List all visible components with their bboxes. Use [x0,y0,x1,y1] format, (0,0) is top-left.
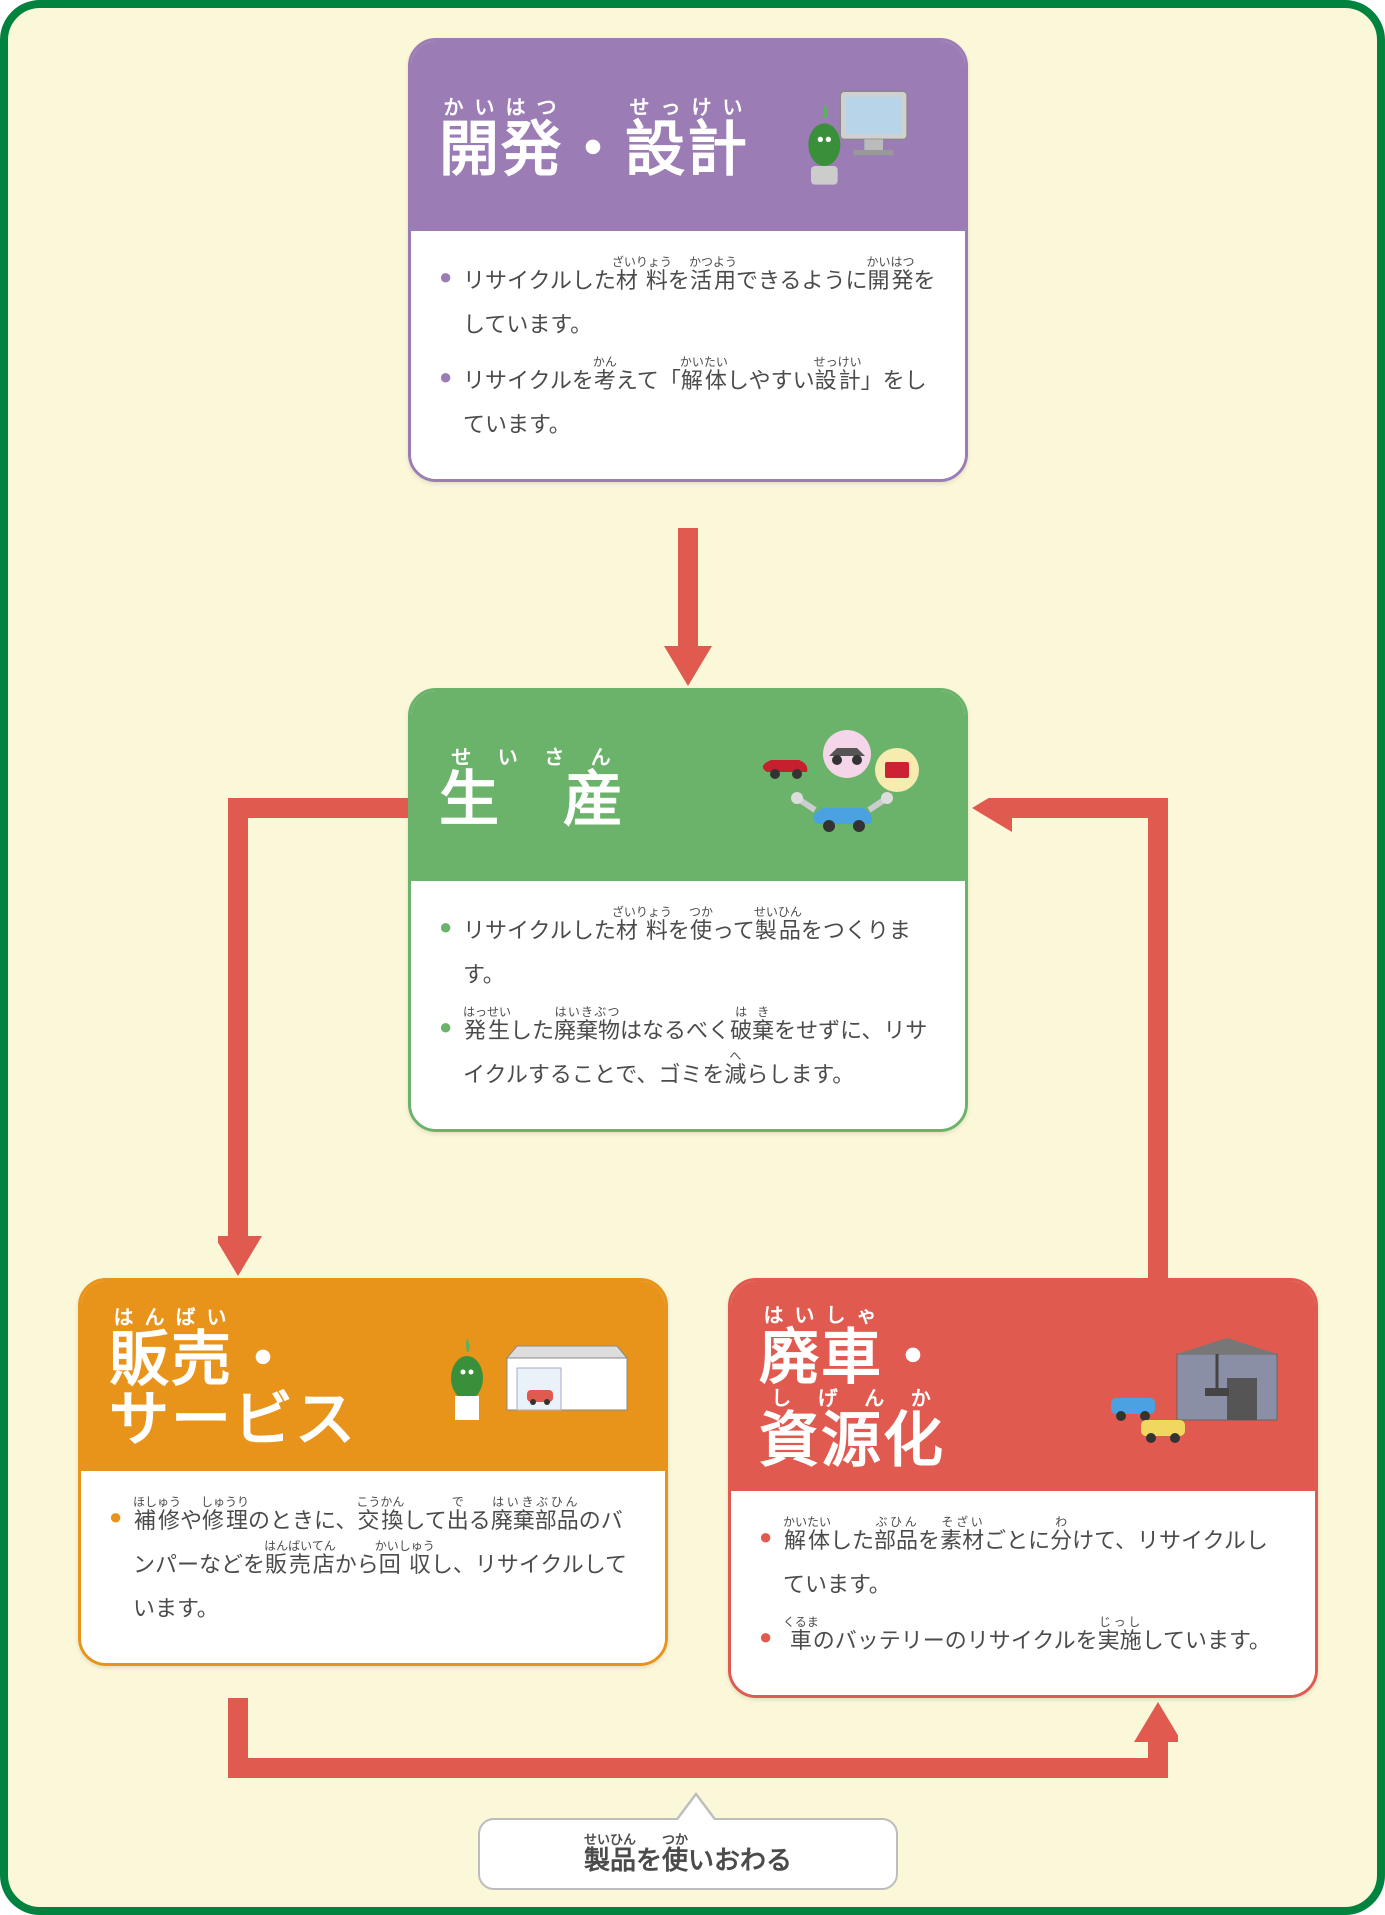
card-recycle-title-line2: 資源化しげんか [759,1388,1081,1471]
bullet: 補修ほしゅうや修理しゅうりのときに、交換こうかんして出でる廃棄部品はいきぶひんの… [109,1495,637,1631]
bullet: 車くるまのバッテリーのリサイクルを実施じっししています。 [759,1615,1287,1663]
arrow-prod-to-sales [218,798,418,1288]
card-recycle-title-line1: 廃車はいしゃ・ [759,1305,1081,1388]
bottom-label-text: 製品せいひんを使つかいおわる [584,1832,792,1877]
arrow-dev-to-prod [658,528,718,688]
card-sales: 販売はんばい・ サービス 補修ほしゅうや [78,1278,668,1666]
card-development-title: 開発かいはつ・設計せっけい [439,97,781,180]
computer-mascot-icon [797,78,937,198]
bullet: リサイクルした材料ざいりょうを活用かつようできるように開発かいはつをしています。 [439,255,937,347]
vehicles-production-icon [737,728,937,848]
card-development-body: リサイクルした材料ざいりょうを活用かつようできるように開発かいはつをしています。… [411,231,965,479]
card-development-header: 開発かいはつ・設計せっけい [411,41,965,231]
card-sales-body: 補修ほしゅうや修理しゅうりのときに、交換こうかんして出でる廃棄部品はいきぶひんの… [81,1471,665,1663]
bullet: リサイクルを考かんえて「解体かいたいしやすい設計せっけい」をしています。 [439,355,937,447]
card-production: 生 産せいさん [408,688,968,1132]
scrapyard-icon [1097,1328,1287,1448]
bullet: リサイクルした材料ざいりょうを使つかって製品せいひんをつくります。 [439,905,937,997]
card-production-title: 生 産せいさん [439,747,721,830]
bullet: 解体かいたいした部品ぶひんを素材そざいごとに分わけて、リサイクルしています。 [759,1515,1287,1607]
pill-pointer [678,1796,714,1820]
card-sales-title-line2: サービス [109,1390,411,1450]
arrow-recycle-to-prod [968,798,1178,1288]
card-development: 開発かいはつ・設計せっけい リサイクルした材料ざいりょう [408,38,968,482]
card-production-header: 生 産せいさん [411,691,965,881]
recycle-flow-diagram: 開発かいはつ・設計せっけい リサイクルした材料ざいりょう [0,0,1385,1915]
bottom-label: 製品せいひんを使つかいおわる [478,1818,898,1890]
card-production-body: リサイクルした材料ざいりょうを使つかって製品せいひんをつくります。 発生はっせい… [411,881,965,1129]
card-recycle: 廃車はいしゃ・ 資源化しげんか [728,1278,1318,1698]
card-sales-header: 販売はんばい・ サービス [81,1281,665,1471]
card-recycle-header: 廃車はいしゃ・ 資源化しげんか [731,1281,1315,1491]
dealership-mascot-icon [427,1318,637,1438]
bullet: 発生はっせいした廃棄物はいきぶつはなるべく破棄はきをせずに、リサイクルすることで… [439,1005,937,1097]
card-recycle-body: 解体かいたいした部品ぶひんを素材そざいごとに分わけて、リサイクルしています。 車… [731,1491,1315,1695]
card-sales-title-line1: 販売はんばい・ [109,1307,411,1390]
